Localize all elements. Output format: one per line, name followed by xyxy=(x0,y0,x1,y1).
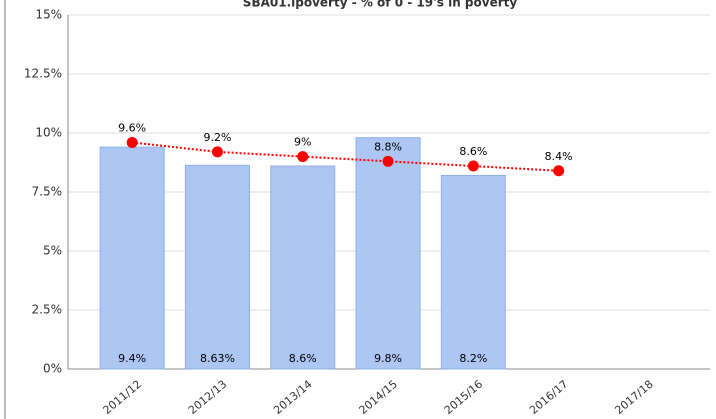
x-tick-label: 2016/17 xyxy=(527,378,570,417)
x-tick-label: 2012/13 xyxy=(186,378,229,417)
line-point xyxy=(553,165,565,177)
line-point xyxy=(297,151,309,163)
line-value-label: 9.6% xyxy=(118,121,146,134)
line-point xyxy=(382,155,394,167)
line xyxy=(132,141,559,172)
line-value-label: 8.4% xyxy=(545,150,573,163)
bar-value-label: 9.8% xyxy=(374,352,402,365)
y-tick-label: 12.5% xyxy=(24,67,62,81)
x-tick-label: 2011/12 xyxy=(101,378,144,417)
y-tick-label: 10% xyxy=(35,126,62,140)
x-tick-label: 2014/15 xyxy=(357,378,400,417)
bar xyxy=(99,146,165,370)
x-tick-label: 2017/18 xyxy=(612,378,655,417)
x-tick-label: 2015/16 xyxy=(442,378,485,417)
x-tick-label: 2013/14 xyxy=(271,378,314,417)
bar xyxy=(270,165,336,370)
bar xyxy=(440,174,506,370)
line-value-label: 9% xyxy=(294,136,311,149)
bar xyxy=(184,164,250,370)
y-tick-label: 0% xyxy=(43,362,62,376)
chart-title: SBA01.ipoverty - % of 0 - 19's in povert… xyxy=(243,0,518,10)
bar-value-label: 8.63% xyxy=(200,352,235,365)
line-value-label: 8.8% xyxy=(374,140,402,153)
y-tick-label: 2.5% xyxy=(32,303,63,317)
bar xyxy=(355,137,421,370)
line-point xyxy=(211,146,223,158)
bar-value-label: 8.6% xyxy=(289,352,317,365)
bar-value-label: 9.4% xyxy=(118,352,146,365)
y-tick-label: 5% xyxy=(43,244,62,258)
y-tick-label: 15% xyxy=(35,8,62,22)
y-tick-label: 7.5% xyxy=(32,185,63,199)
bar-value-label: 8.2% xyxy=(459,352,487,365)
line-value-label: 8.6% xyxy=(459,145,487,158)
line-point xyxy=(126,136,138,148)
line-point xyxy=(467,160,479,172)
line-value-label: 9.2% xyxy=(203,131,231,144)
